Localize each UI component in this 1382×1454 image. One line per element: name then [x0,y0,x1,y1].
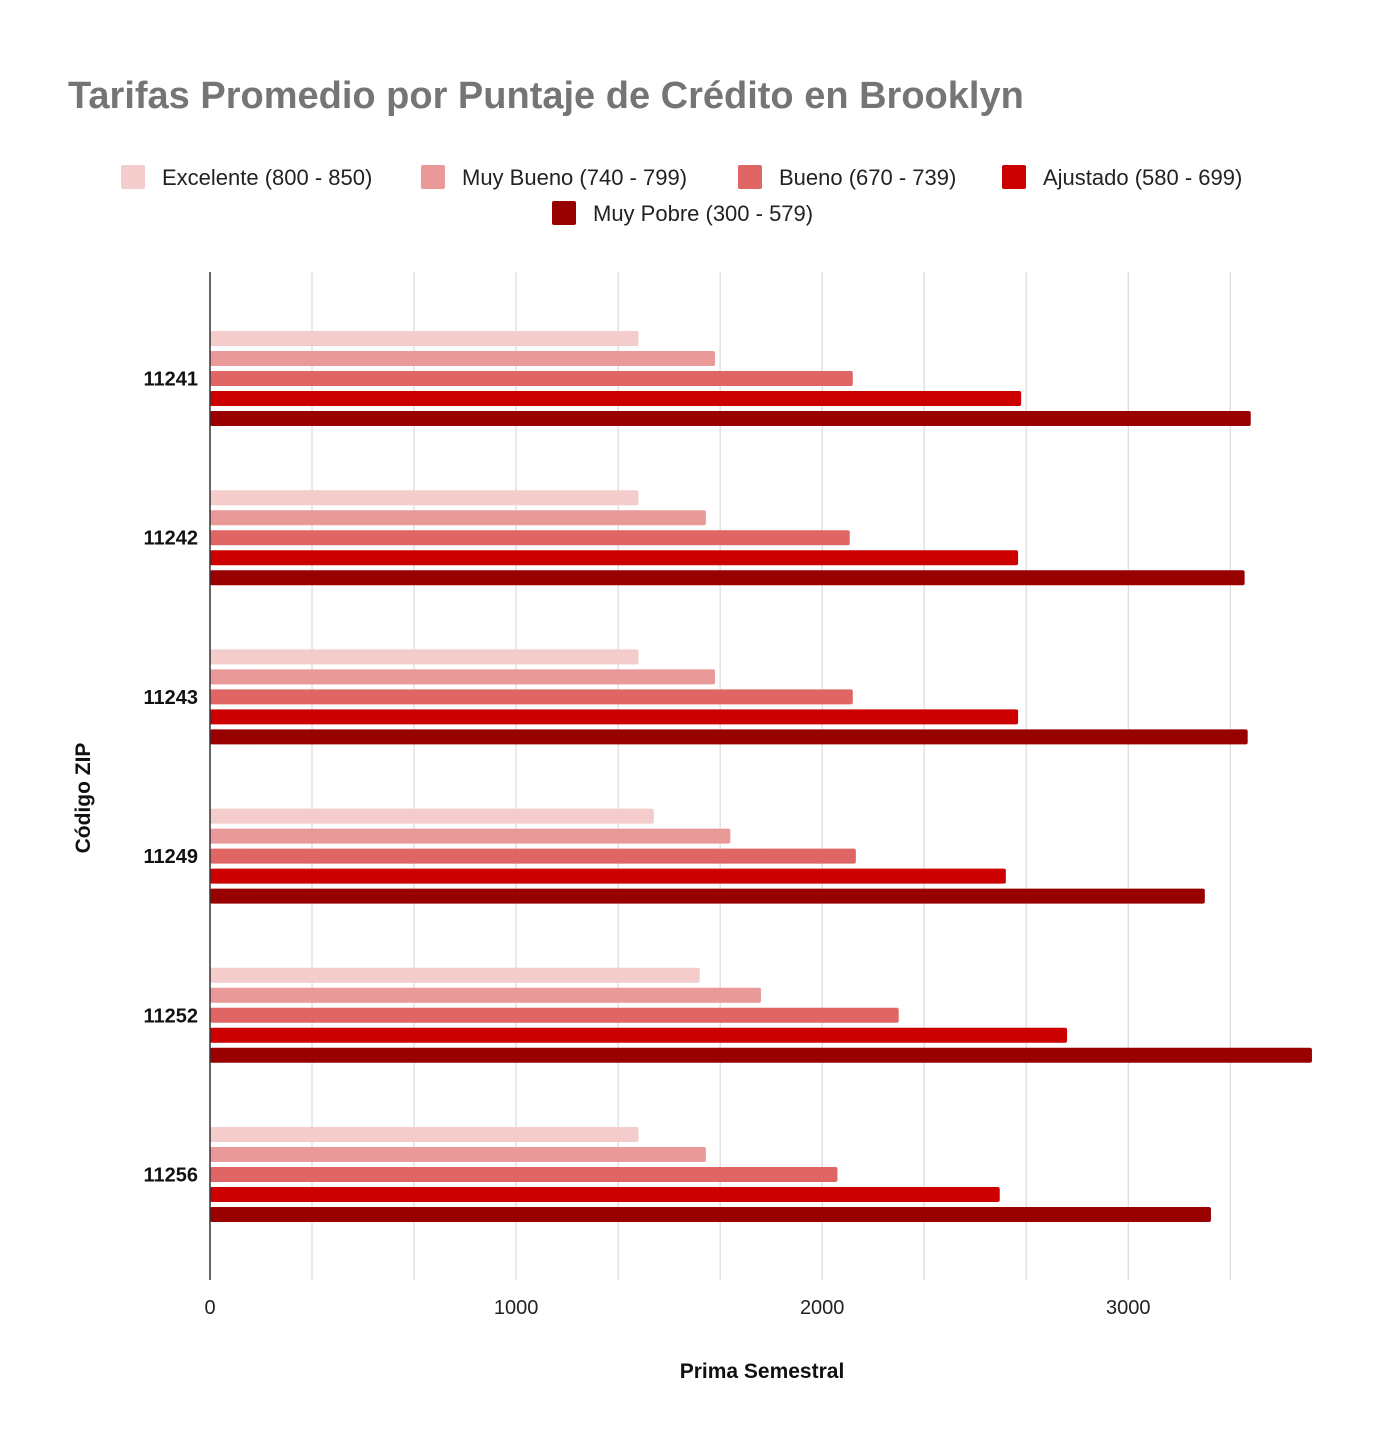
bar [210,808,654,824]
bar [210,987,761,1003]
category-label: 11249 [143,846,198,868]
bar [210,828,731,844]
x-tick-label: 1000 [494,1297,539,1319]
category-labels: 11241 11242 11243 11249 11252 11256 [143,369,198,1187]
x-tick-label: 0 [204,1297,215,1319]
bar [210,570,1245,586]
x-axis-title: Prima Semestral [680,1360,845,1383]
bar [210,371,853,386]
bar [210,331,639,346]
legend-swatch [738,165,762,189]
legend-label: Muy Bueno (740 - 799) [462,165,687,190]
bar [210,1007,899,1023]
bar [210,669,716,685]
bar [210,888,1205,904]
y-axis-title: Código ZIP [72,743,95,854]
bar [210,709,1019,725]
bar [210,490,639,506]
category-label: 11241 [143,369,198,391]
bar [210,351,716,366]
bar [210,1167,838,1182]
bar [210,391,1022,406]
bar [210,689,853,705]
category-label: 11252 [143,1005,198,1027]
bar [210,868,1006,884]
gridlines [311,272,1231,1280]
legend-swatch [1002,165,1026,189]
bar [210,550,1019,566]
bar [210,1127,639,1142]
chart-title: Tarifas Promedio por Puntaje de Crédito … [68,75,1024,117]
bar [210,649,639,665]
legend-swatch [421,165,445,189]
category-label: 11242 [143,528,198,550]
legend-label: Muy Pobre (300 - 579) [593,201,813,226]
bar [210,1207,1211,1222]
x-tick-labels: 0 1000 2000 3000 [204,1297,1150,1319]
category-label: 11243 [143,687,198,709]
bar [210,411,1251,426]
x-tick-label: 2000 [800,1297,845,1319]
bar [210,1027,1068,1043]
bar [210,1187,1000,1202]
bar [210,729,1248,745]
bar [210,1047,1312,1063]
bar [210,510,706,526]
legend: Excelente (800 - 850) Muy Bueno (740 - 79… [121,165,1242,226]
bar [210,1147,706,1162]
legend-swatch [121,165,145,189]
legend-swatch [552,201,576,225]
bar [210,848,856,864]
legend-label: Excelente (800 - 850) [162,165,372,190]
bar [210,530,850,546]
category-label: 11256 [143,1165,198,1187]
legend-label: Ajustado (580 - 699) [1043,165,1242,190]
legend-label: Bueno (670 - 739) [779,165,956,190]
x-tick-label: 3000 [1106,1297,1151,1319]
bar [210,967,700,983]
bars [210,331,1312,1222]
